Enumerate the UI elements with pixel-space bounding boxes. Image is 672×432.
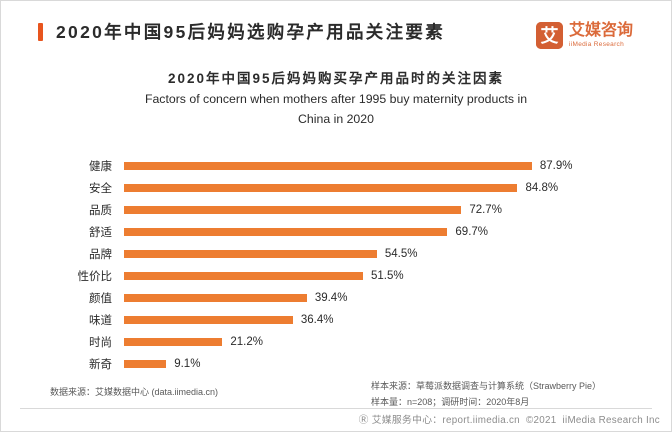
svg-text:艾: 艾 xyxy=(541,25,559,46)
